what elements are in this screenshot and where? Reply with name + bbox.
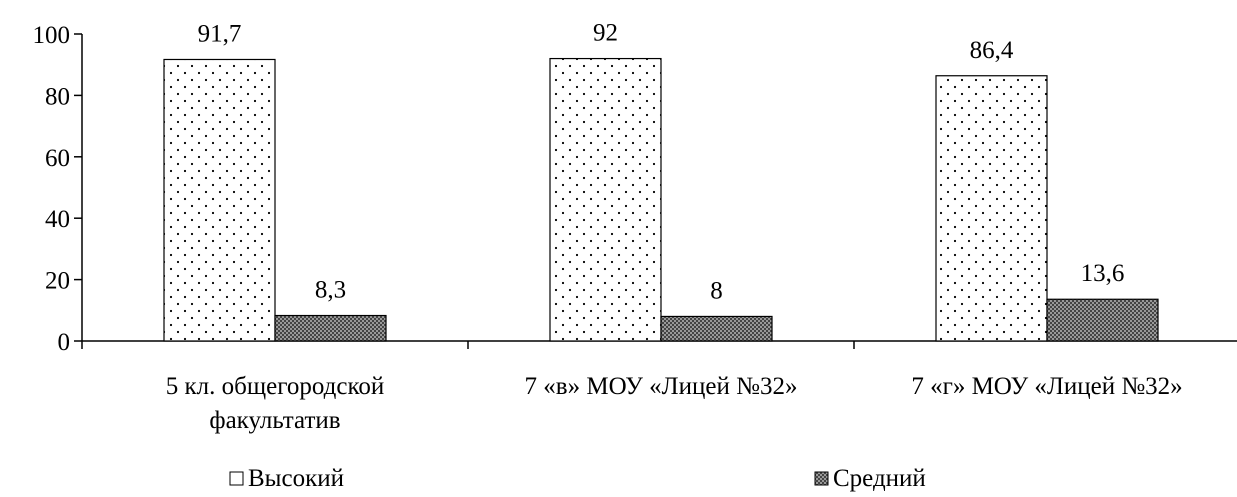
y-tick-label: 80: [45, 83, 70, 110]
legend-swatch-medium: [814, 471, 829, 486]
data-label: 86,4: [970, 37, 1014, 64]
category-label: 7 «г» МОУ «Лицей №32»: [911, 373, 1182, 400]
y-tick-label: 40: [45, 206, 70, 233]
category-label: 5 кл. общегородской: [166, 373, 384, 400]
bar-medium: [1046, 298, 1159, 342]
data-label: 13,6: [1081, 260, 1125, 287]
chart-labels: 91,7 8,3 5 кл. общегородской факультатив 92 8…: [166, 20, 1183, 434]
y-tick-label: 60: [45, 145, 70, 172]
y-tick-label: 100: [33, 22, 71, 49]
bar-medium: [274, 314, 387, 342]
chart-legend: Высокий Средний: [229, 465, 926, 492]
bar-high: [549, 57, 662, 342]
bar-high: [163, 58, 276, 342]
legend-label-high: Высокий: [248, 465, 344, 492]
y-tick-label: 20: [45, 268, 70, 295]
bar-medium: [660, 315, 773, 342]
y-tick-label: 0: [58, 329, 71, 356]
category-label: факультатив: [209, 407, 340, 434]
data-label: 91,7: [198, 20, 242, 47]
bar-high: [935, 75, 1048, 342]
legend-swatch-high: [229, 471, 244, 486]
category-label: 7 «в» МОУ «Лицей №32»: [525, 373, 798, 400]
chart-bars: [163, 57, 1159, 342]
legend-label-medium: Средний: [833, 465, 926, 492]
data-label: 8: [710, 277, 723, 304]
data-label: 92: [593, 20, 618, 47]
data-label: 8,3: [315, 277, 346, 304]
